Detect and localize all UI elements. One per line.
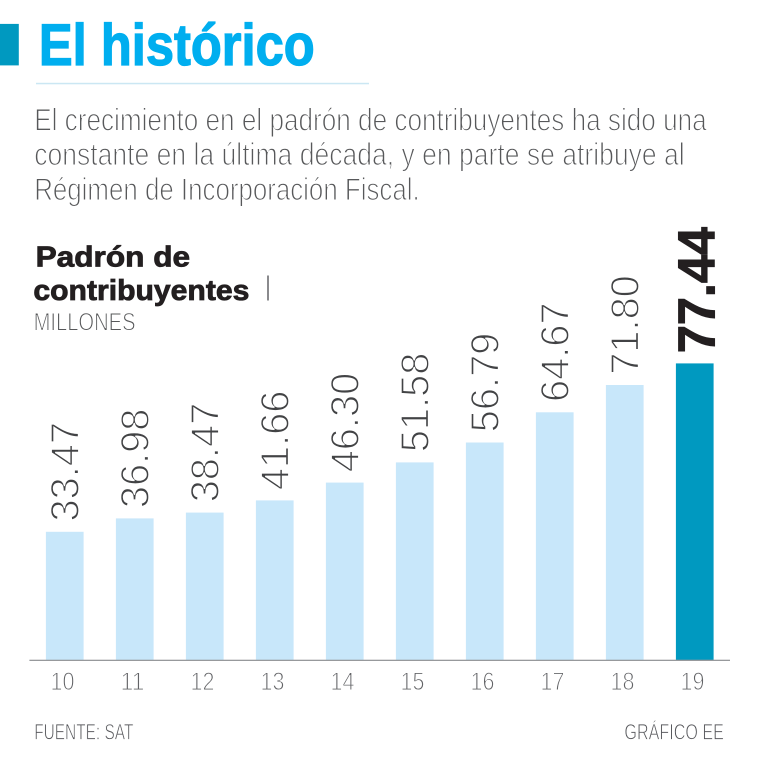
svg-text:constante en la última década,: constante en la última década, y en part… [34,136,685,172]
svg-text:64.67: 64.67 [534,303,578,403]
svg-text:13: 13 [261,669,285,696]
svg-text:Padrón de: Padrón de [36,242,191,274]
svg-text:MILLONES: MILLONES [34,309,136,336]
svg-text:12: 12 [191,669,215,696]
svg-text:FUENTE: SAT: FUENTE: SAT [34,720,133,745]
svg-text:17: 17 [541,669,565,696]
svg-text:contribuyentes: contribuyentes [33,275,249,307]
svg-text:11: 11 [121,669,145,696]
svg-text:El histórico: El histórico [39,13,315,78]
svg-text:38.47: 38.47 [184,403,228,503]
svg-text:16: 16 [471,669,495,696]
svg-text:19: 19 [681,669,705,696]
svg-text:36.98: 36.98 [114,409,158,509]
svg-text:18: 18 [611,669,635,696]
svg-text:71.80: 71.80 [604,275,648,375]
svg-text:41.66: 41.66 [254,391,298,491]
svg-text:51.58: 51.58 [394,353,438,453]
svg-text:Régimen de Incorporación Fisca: Régimen de Incorporación Fiscal. [34,171,420,207]
svg-text:GRÁFICO EE: GRÁFICO EE [624,720,724,745]
svg-text:15: 15 [401,669,425,696]
svg-text:33.47: 33.47 [44,422,88,522]
svg-text:56.79: 56.79 [464,333,508,433]
svg-text:14: 14 [331,669,355,696]
svg-text:77.44: 77.44 [667,227,725,353]
svg-text:46.30: 46.30 [324,373,368,473]
svg-text:El crecimiento en el padrón de: El crecimiento en el padrón de contribuy… [34,101,707,137]
svg-text:10: 10 [51,669,75,696]
